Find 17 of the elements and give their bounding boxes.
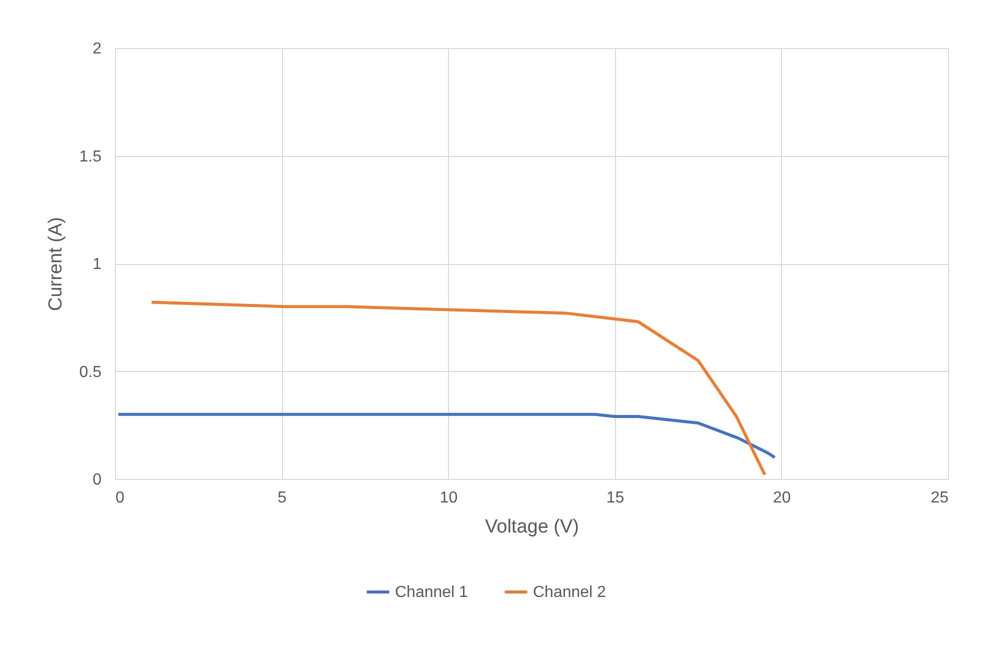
y-tick-label: 0.5 bbox=[79, 364, 102, 381]
x-axis-title: Voltage (V) bbox=[485, 516, 579, 538]
y-axis-title: Current (A) bbox=[45, 217, 66, 311]
line-series bbox=[116, 412, 776, 459]
x-tick-label: 25 bbox=[930, 490, 949, 506]
y-tick-label: 0 bbox=[92, 472, 102, 488]
x-tick-label: 10 bbox=[440, 490, 458, 506]
line-series bbox=[150, 300, 766, 476]
x-tick-label: 20 bbox=[773, 490, 791, 506]
y-tick-label: 2 bbox=[92, 40, 102, 58]
x-tick-label: 15 bbox=[606, 490, 624, 506]
y-tick-label: 1 bbox=[92, 256, 102, 273]
y-tick-label: 1.5 bbox=[79, 148, 102, 166]
legend-label: Channel 1 bbox=[395, 584, 468, 601]
x-tick-label: 0 bbox=[116, 490, 124, 506]
legend-label: Channel 2 bbox=[533, 584, 606, 601]
x-tick-label: 5 bbox=[278, 490, 287, 506]
